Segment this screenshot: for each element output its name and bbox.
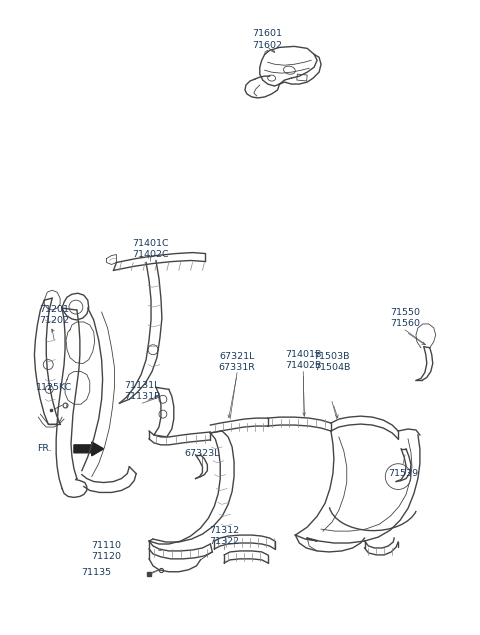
Text: 71110
71120: 71110 71120 [92, 541, 121, 561]
Text: 71201
71202: 71201 71202 [39, 305, 69, 325]
Text: 67323L: 67323L [185, 450, 220, 458]
Text: 71131L
71131R: 71131L 71131R [124, 381, 160, 401]
Text: 67321L
67331R: 67321L 67331R [218, 352, 255, 371]
Text: 71503B
71504B: 71503B 71504B [313, 352, 350, 371]
Text: 71401C
71402C: 71401C 71402C [132, 239, 168, 258]
Text: 71539: 71539 [388, 469, 418, 478]
FancyArrow shape [74, 442, 104, 456]
Text: 71401B
71402B: 71401B 71402B [285, 350, 322, 370]
Text: 71550
71560: 71550 71560 [390, 308, 420, 328]
Bar [297, 74, 307, 81]
Text: 71601
71602: 71601 71602 [252, 29, 283, 50]
Text: 71135: 71135 [82, 568, 112, 577]
Text: FR.: FR. [37, 444, 52, 453]
Text: 1125KC: 1125KC [36, 383, 72, 392]
Text: 71312
71322: 71312 71322 [209, 526, 239, 546]
